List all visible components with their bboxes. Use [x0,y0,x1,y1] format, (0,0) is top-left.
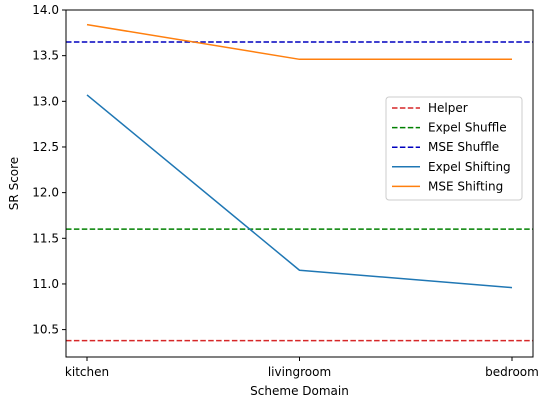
y-tick-label-2: 11.5 [32,231,59,245]
y-axis: 10.5 11.0 11.5 12.0 12.5 13.0 13.5 14.0 [32,3,66,337]
y-tick-label-3: 12.0 [32,186,59,200]
x-axis-title: Scheme Domain [250,384,349,398]
legend: Helper Expel Shuffle MSE Shuffle Expel Shif… [385,96,523,201]
y-tick-label-6: 13.5 [32,49,59,63]
reference-lines [66,41,533,342]
legend-label-2: MSE Shuffle [428,140,499,154]
y-tick-label-5: 13.0 [32,94,59,108]
legend-label-4: MSE Shifting [428,179,503,193]
series-line-1 [86,23,512,61]
x-axis: kitchen livingroom bedroom [65,357,539,379]
legend-label-0: Helper [428,101,468,115]
x-tick-label-2: bedroom [485,365,539,379]
y-tick-label-0: 10.5 [32,323,59,337]
x-tick-label-1: livingroom [268,365,331,379]
y-tick-label-1: 11.0 [32,277,59,291]
x-tick-label-0: kitchen [65,365,109,379]
legend-label-1: Expel Shuffle [428,121,507,135]
series-line-0 [86,94,513,289]
y-tick-label-7: 14.0 [32,3,59,17]
y-axis-title: SR Score [7,157,21,210]
legend-label-3: Expel Shifting [428,160,511,174]
y-tick-label-4: 12.5 [32,140,59,154]
series-lines [86,23,513,289]
legend-box [385,96,523,201]
